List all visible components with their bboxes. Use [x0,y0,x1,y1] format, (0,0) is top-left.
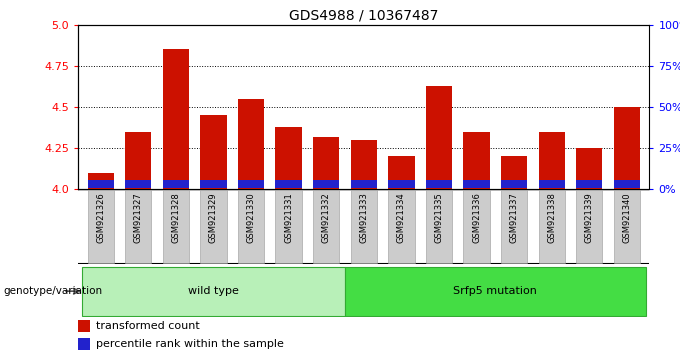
Bar [613,180,640,188]
Text: GDS4988 / 10367487: GDS4988 / 10367487 [289,9,439,23]
Bar [576,148,602,189]
Bar [163,50,189,189]
Text: genotype/variation: genotype/variation [3,286,103,296]
Bar [539,180,565,188]
Bar [613,107,640,189]
FancyBboxPatch shape [539,190,565,263]
Bar [88,180,114,188]
Bar [388,156,415,189]
Text: GSM921336: GSM921336 [472,192,481,243]
Text: GSM921327: GSM921327 [134,192,143,243]
Bar [201,180,226,188]
Bar [275,127,302,189]
Bar [463,132,490,189]
Bar [78,320,90,332]
Text: GSM921326: GSM921326 [97,192,105,243]
FancyBboxPatch shape [351,190,377,263]
Bar [313,137,339,189]
Text: Srfp5 mutation: Srfp5 mutation [454,286,537,296]
Bar [88,173,114,189]
Bar [388,180,415,188]
Text: GSM921334: GSM921334 [397,192,406,243]
Text: percentile rank within the sample: percentile rank within the sample [96,339,284,349]
Text: GSM921331: GSM921331 [284,192,293,243]
Text: GSM921339: GSM921339 [585,192,594,243]
Text: GSM921333: GSM921333 [359,192,369,243]
Text: GSM921337: GSM921337 [509,192,519,243]
Text: transformed count: transformed count [96,321,199,331]
Bar [125,132,152,189]
Bar [238,180,265,188]
Bar [501,156,527,189]
FancyBboxPatch shape [388,190,415,263]
Text: GSM921335: GSM921335 [435,192,443,243]
FancyBboxPatch shape [201,190,226,263]
FancyBboxPatch shape [275,190,302,263]
Text: GSM921332: GSM921332 [322,192,330,243]
FancyBboxPatch shape [463,190,490,263]
Bar [351,180,377,188]
Bar [313,180,339,188]
Bar [78,338,90,349]
Text: GSM921330: GSM921330 [247,192,256,243]
Bar [426,180,452,188]
Text: GSM921328: GSM921328 [171,192,180,243]
Bar [539,132,565,189]
FancyBboxPatch shape [501,190,527,263]
Bar [201,115,226,189]
Bar [501,180,527,188]
Bar [576,180,602,188]
Text: GSM921329: GSM921329 [209,192,218,243]
Text: GSM921340: GSM921340 [622,192,631,243]
Bar [463,180,490,188]
Bar [238,99,265,189]
FancyBboxPatch shape [238,190,265,263]
FancyBboxPatch shape [163,190,189,263]
FancyBboxPatch shape [125,190,152,263]
Bar [163,180,189,188]
FancyBboxPatch shape [88,190,114,263]
FancyBboxPatch shape [576,190,602,263]
Bar [351,140,377,189]
FancyBboxPatch shape [426,190,452,263]
FancyBboxPatch shape [613,190,640,263]
Text: wild type: wild type [188,286,239,296]
FancyBboxPatch shape [313,190,339,263]
FancyBboxPatch shape [82,267,345,316]
Bar [125,180,152,188]
Text: GSM921338: GSM921338 [547,192,556,243]
FancyBboxPatch shape [345,267,645,316]
Bar [275,180,302,188]
Bar [426,86,452,189]
